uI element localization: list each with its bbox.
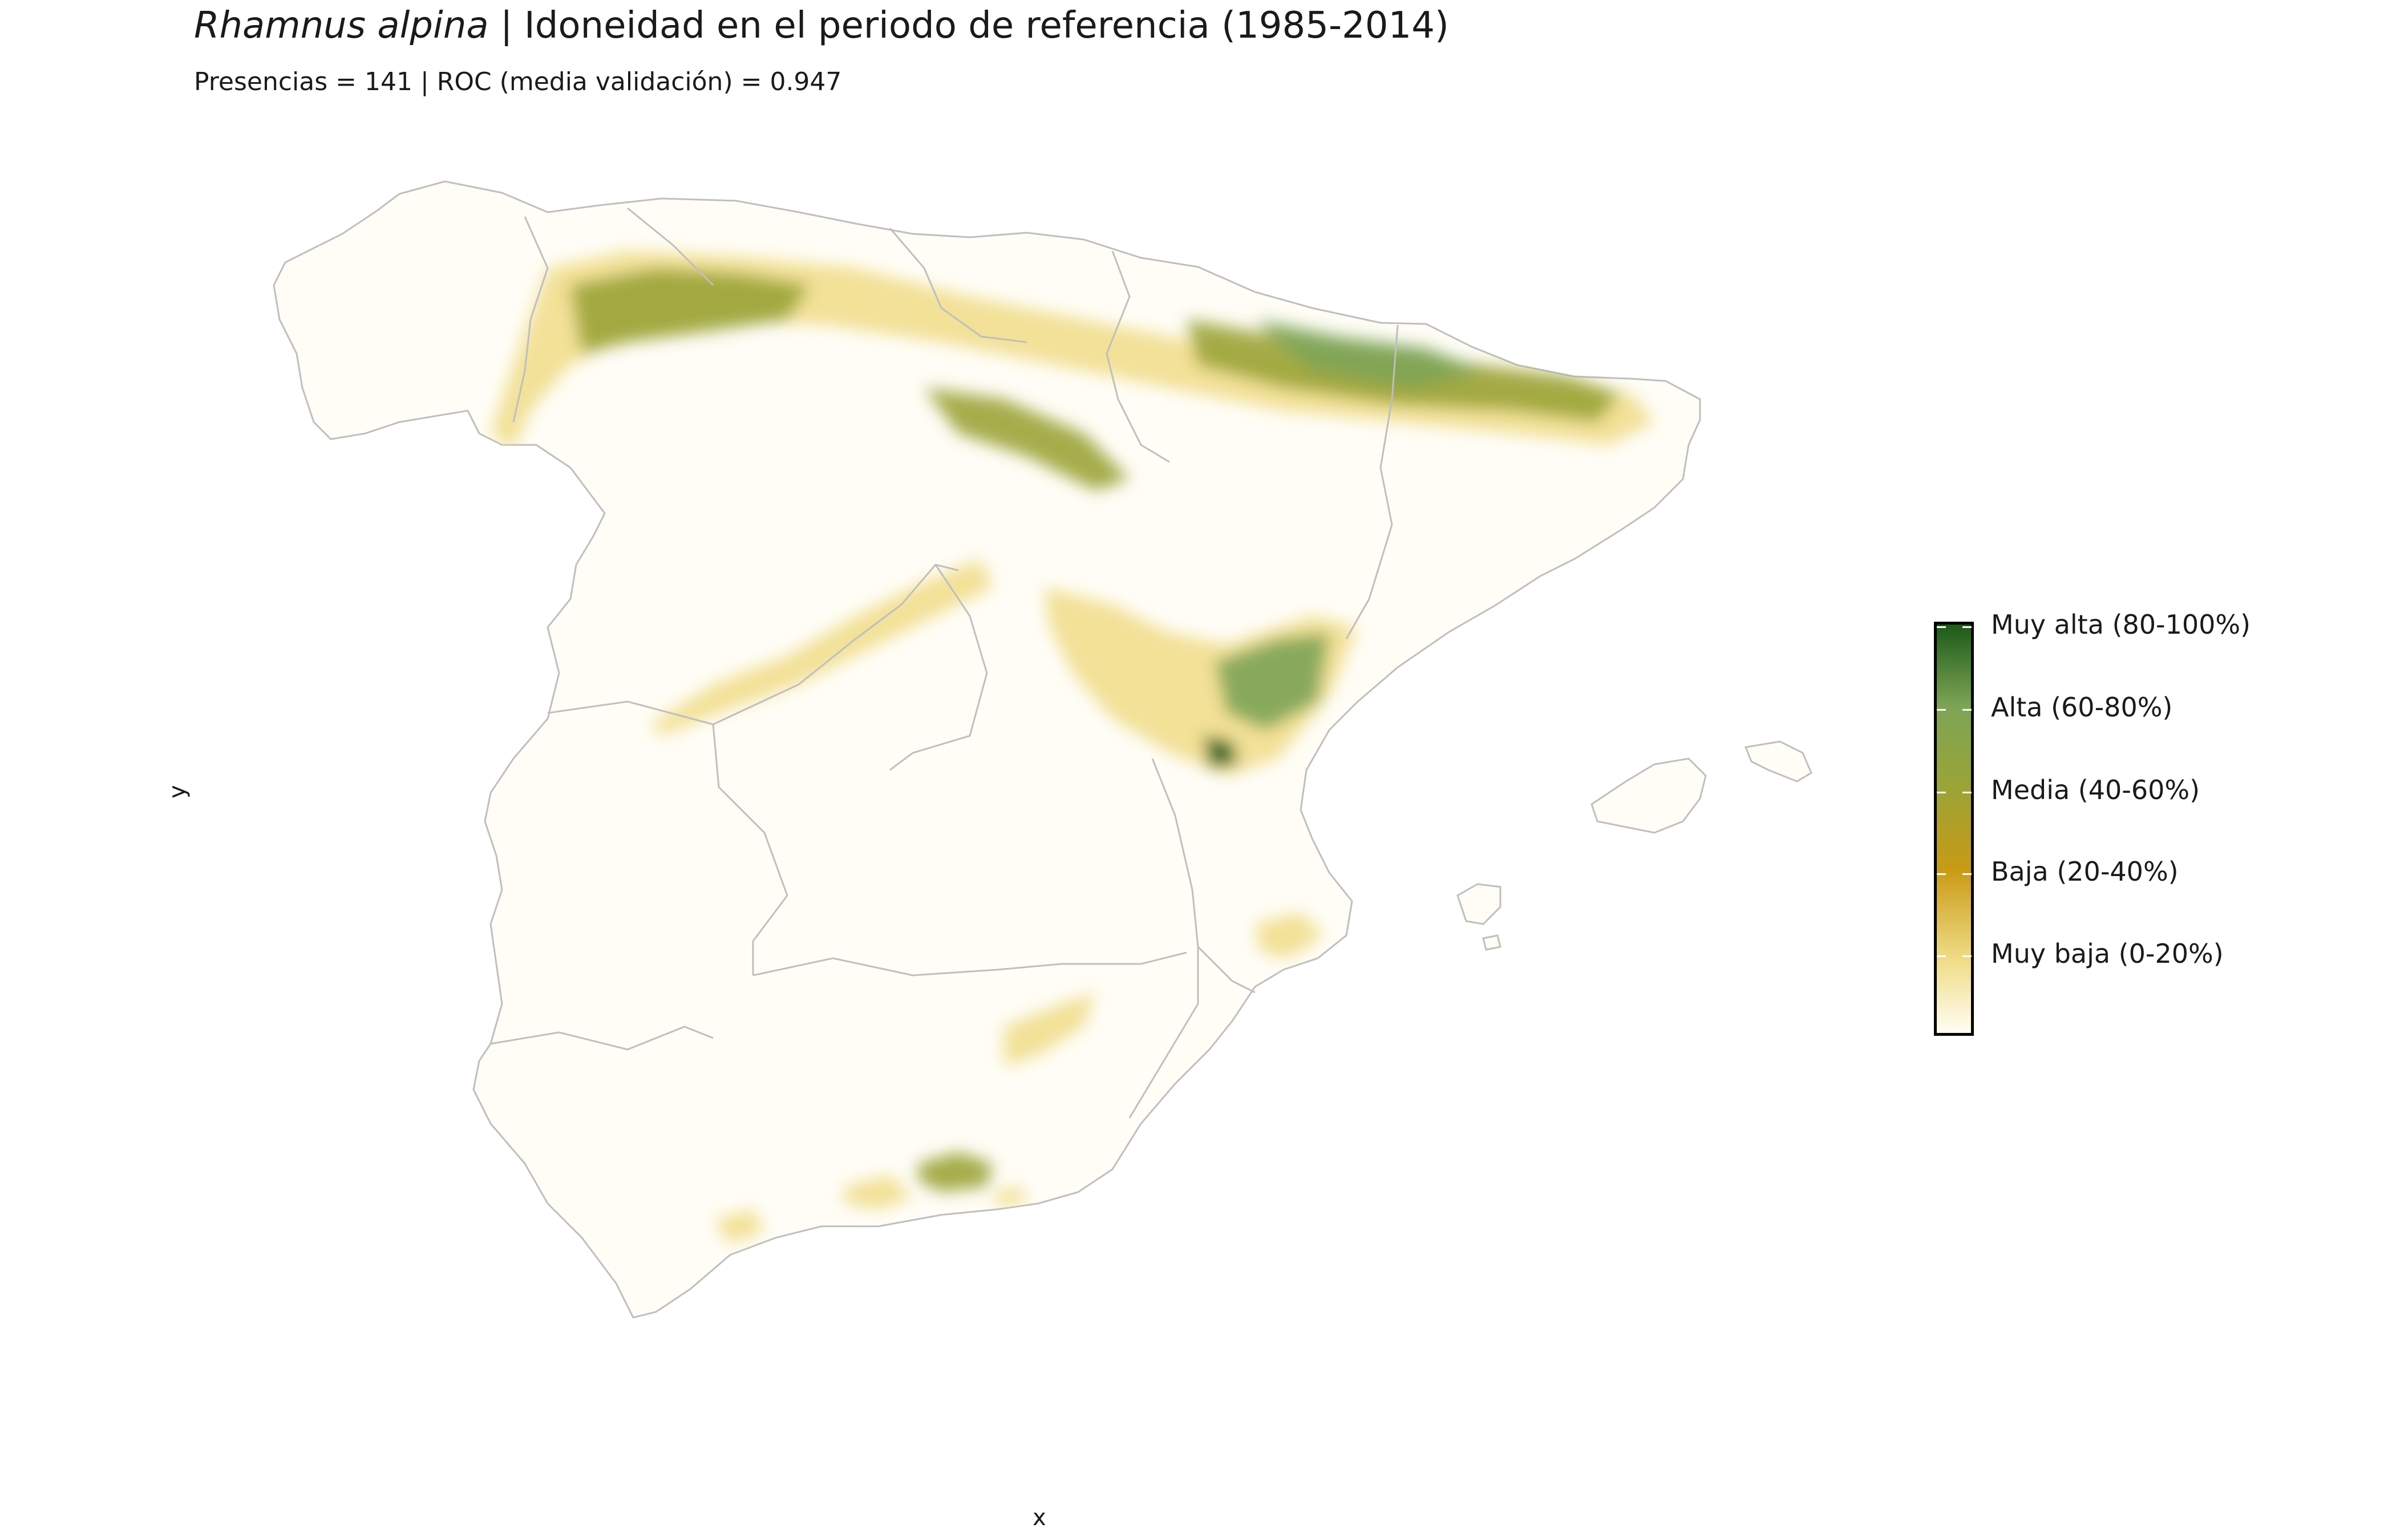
- betic-baja: [1004, 992, 1095, 1067]
- legend-label-muy-alta: Muy alta (80-100%): [1991, 609, 2251, 640]
- valencia-patch-baja: [1255, 913, 1324, 958]
- legend-tick: [1937, 955, 1946, 957]
- land-areas: [273, 180, 1812, 1319]
- teruel-peak-muy-alta: [1204, 736, 1238, 767]
- legend-label-baja: Baja (20-40%): [1991, 856, 2179, 887]
- iberian-peninsula: [273, 180, 1701, 1319]
- castilla-leon-south-border: [547, 564, 959, 726]
- southern-patches-baja: [713, 1175, 1027, 1243]
- formentera-island: [1482, 934, 1501, 951]
- madrid-border: [889, 564, 988, 771]
- sierra-nevada-media: [918, 1152, 993, 1192]
- central-system-baja: [650, 559, 993, 736]
- legend-tick: [1937, 626, 1946, 628]
- legend-tick: [1962, 626, 1972, 628]
- legend-label-media: Media (40-60%): [1991, 775, 2200, 805]
- map-title: Rhamnus alpina | Idoneidad en el periodo…: [194, 5, 1449, 47]
- legend-tick: [1937, 709, 1946, 711]
- mallorca-island: [1590, 757, 1707, 834]
- iberian-system-media: [924, 388, 1130, 491]
- legend-label-muy-baja: Muy baja (0-20%): [1991, 938, 2224, 969]
- cantabria-border: [889, 228, 1027, 343]
- valencia-border: [1151, 758, 1256, 994]
- legend-tick: [1962, 873, 1972, 875]
- galicia-border: [512, 216, 549, 423]
- aragon-border: [1345, 325, 1399, 639]
- ibiza-island: [1456, 883, 1501, 925]
- species-name: Rhamnus alpina: [194, 5, 489, 47]
- legend-tick: [1962, 955, 1972, 957]
- title-separator: |: [488, 5, 524, 47]
- suitability-layer: [491, 251, 1654, 1243]
- legend-tick: [1937, 873, 1946, 875]
- navarra-border: [1106, 250, 1170, 463]
- andalucia-west-border: [490, 1026, 714, 1051]
- asturias-border: [627, 207, 714, 286]
- legend-tick: [1962, 792, 1972, 793]
- cantabrian-core-media: [570, 268, 810, 354]
- map-subtitle: Presencias = 141 | ROC (media validación…: [194, 67, 842, 96]
- legend-colorbar: [1934, 622, 1974, 1036]
- menorca-island: [1744, 740, 1812, 783]
- x-axis-label: x: [1033, 1505, 1046, 1531]
- castilla-mancha-south-border: [752, 951, 1187, 976]
- teruel-baja: [1044, 587, 1358, 776]
- teruel-core-alta: [1215, 633, 1329, 730]
- legend-tick: [1937, 792, 1946, 793]
- y-axis-label: y: [164, 785, 191, 799]
- title-text: Idoneidad en el periodo de referencia (1…: [524, 5, 1449, 47]
- extremadura-border: [712, 724, 788, 975]
- region-borders: [490, 207, 1399, 1118]
- pyrenees-core-alta: [1255, 319, 1483, 388]
- murcia-border: [1128, 947, 1199, 1118]
- legend-label-alta: Alta (60-80%): [1991, 692, 2173, 723]
- legend-tick: [1962, 709, 1972, 711]
